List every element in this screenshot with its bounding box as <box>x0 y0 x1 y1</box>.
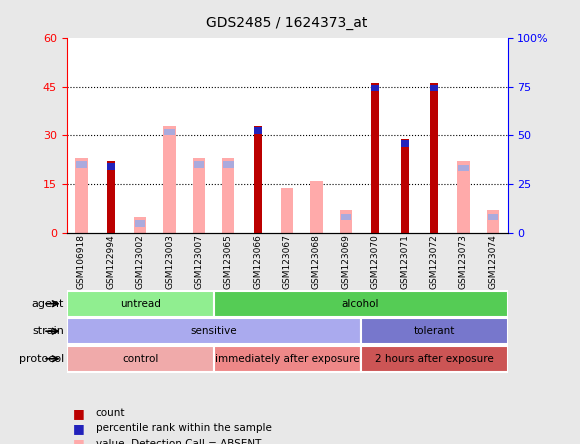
Bar <box>371 85 379 91</box>
Bar <box>164 126 176 233</box>
Text: ■: ■ <box>72 422 84 435</box>
Bar <box>164 129 175 135</box>
Text: value, Detection Call = ABSENT: value, Detection Call = ABSENT <box>96 439 261 444</box>
Bar <box>371 83 379 233</box>
Bar <box>281 187 293 233</box>
Text: percentile rank within the sample: percentile rank within the sample <box>96 424 271 433</box>
Bar <box>310 181 322 233</box>
Bar <box>213 346 361 372</box>
Bar <box>253 127 262 134</box>
Text: count: count <box>96 408 125 418</box>
Bar <box>107 163 115 170</box>
Bar <box>213 291 508 317</box>
Text: untread: untread <box>119 299 161 309</box>
Bar <box>488 214 498 220</box>
Text: 2 hours after exposure: 2 hours after exposure <box>375 354 494 364</box>
Bar <box>107 162 115 233</box>
Text: protocol: protocol <box>19 354 64 364</box>
Text: GDS2485 / 1624373_at: GDS2485 / 1624373_at <box>206 16 368 30</box>
Text: tolerant: tolerant <box>414 326 455 336</box>
Bar <box>76 162 86 168</box>
Text: ■: ■ <box>72 407 84 420</box>
Text: strain: strain <box>32 326 64 336</box>
Bar <box>487 210 499 233</box>
Bar <box>67 346 213 372</box>
Bar <box>340 214 351 220</box>
Bar <box>67 291 213 317</box>
Bar <box>457 162 470 233</box>
Bar <box>458 165 469 171</box>
Text: alcohol: alcohol <box>342 299 379 309</box>
Text: control: control <box>122 354 158 364</box>
Bar <box>222 158 234 233</box>
Bar <box>223 162 234 168</box>
Bar <box>134 217 146 233</box>
Bar <box>430 83 438 233</box>
Bar <box>401 140 409 147</box>
Bar <box>135 220 146 226</box>
Bar <box>253 126 262 233</box>
Bar <box>361 346 508 372</box>
Bar <box>194 162 204 168</box>
Bar <box>193 158 205 233</box>
Bar <box>361 318 508 344</box>
Bar <box>401 139 409 233</box>
Bar <box>67 318 361 344</box>
Bar <box>340 210 352 233</box>
Text: sensitive: sensitive <box>190 326 237 336</box>
Text: immediately after exposure: immediately after exposure <box>215 354 360 364</box>
Text: agent: agent <box>31 299 64 309</box>
Bar <box>430 85 438 91</box>
Bar <box>75 158 88 233</box>
Text: ■: ■ <box>72 437 84 444</box>
